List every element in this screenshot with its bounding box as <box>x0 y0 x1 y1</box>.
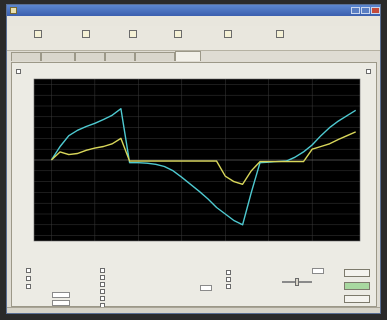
file-icon <box>34 30 42 38</box>
toolbar-save-button[interactable] <box>122 28 144 47</box>
action-button-2[interactable] <box>344 282 370 290</box>
checkbox-mid-3[interactable] <box>100 282 105 287</box>
slider-handle[interactable] <box>295 278 299 286</box>
checkbox-left-3[interactable] <box>26 284 31 289</box>
toolbar-export-button[interactable] <box>167 28 189 47</box>
title-bar <box>7 5 380 16</box>
tab-1[interactable] <box>11 52 41 61</box>
checkbox-mid-2[interactable] <box>100 275 105 280</box>
close-button[interactable] <box>371 7 380 14</box>
export-icon <box>174 30 182 38</box>
tab-5[interactable] <box>135 52 175 61</box>
minimize-button[interactable] <box>351 7 360 14</box>
action-button-1[interactable] <box>344 269 370 277</box>
save-icon <box>129 30 137 38</box>
main-window <box>6 4 381 314</box>
checkbox-mid-4[interactable] <box>100 289 105 294</box>
tab-2[interactable] <box>41 52 75 61</box>
checkbox-mid-1[interactable] <box>100 268 105 273</box>
chart-area <box>16 77 374 252</box>
field-input-2[interactable] <box>52 300 70 306</box>
toolbar-print-button[interactable] <box>75 28 97 47</box>
toolbar <box>7 26 380 51</box>
tab-6[interactable] <box>175 51 201 61</box>
settings-icon <box>224 30 232 38</box>
slider-value[interactable] <box>312 268 324 274</box>
plot-border <box>33 78 361 242</box>
tab-4[interactable] <box>105 52 135 61</box>
compare-icon <box>276 30 284 38</box>
series-line-1 <box>50 108 357 226</box>
checkbox-right-2[interactable] <box>226 277 231 282</box>
action-button-3[interactable] <box>344 295 370 303</box>
legend-right-checkbox[interactable] <box>366 69 371 74</box>
legend-row <box>16 68 371 76</box>
checkbox-mid-5[interactable] <box>100 296 105 301</box>
toolbar-file-button[interactable] <box>27 28 49 47</box>
checkbox-right-3[interactable] <box>226 284 231 289</box>
checkbox-left-1[interactable] <box>26 268 31 273</box>
app-icon <box>10 7 17 14</box>
line-chart <box>33 78 361 242</box>
tab-3[interactable] <box>75 52 105 61</box>
chart-panel <box>11 62 377 308</box>
field-input-1[interactable] <box>52 292 70 298</box>
toolbar-compare-button[interactable] <box>269 28 291 47</box>
checkbox-left-2[interactable] <box>26 276 31 281</box>
print-icon <box>82 30 90 38</box>
toolbar-settings-button[interactable] <box>217 28 239 47</box>
legend-checkbox[interactable] <box>16 69 21 74</box>
maximize-button[interactable] <box>361 7 370 14</box>
menu-bar <box>7 16 380 26</box>
checkbox-right-1[interactable] <box>226 270 231 275</box>
status-bar <box>7 307 380 313</box>
series-line-2 <box>50 131 356 186</box>
field-input-3[interactable] <box>200 285 212 291</box>
